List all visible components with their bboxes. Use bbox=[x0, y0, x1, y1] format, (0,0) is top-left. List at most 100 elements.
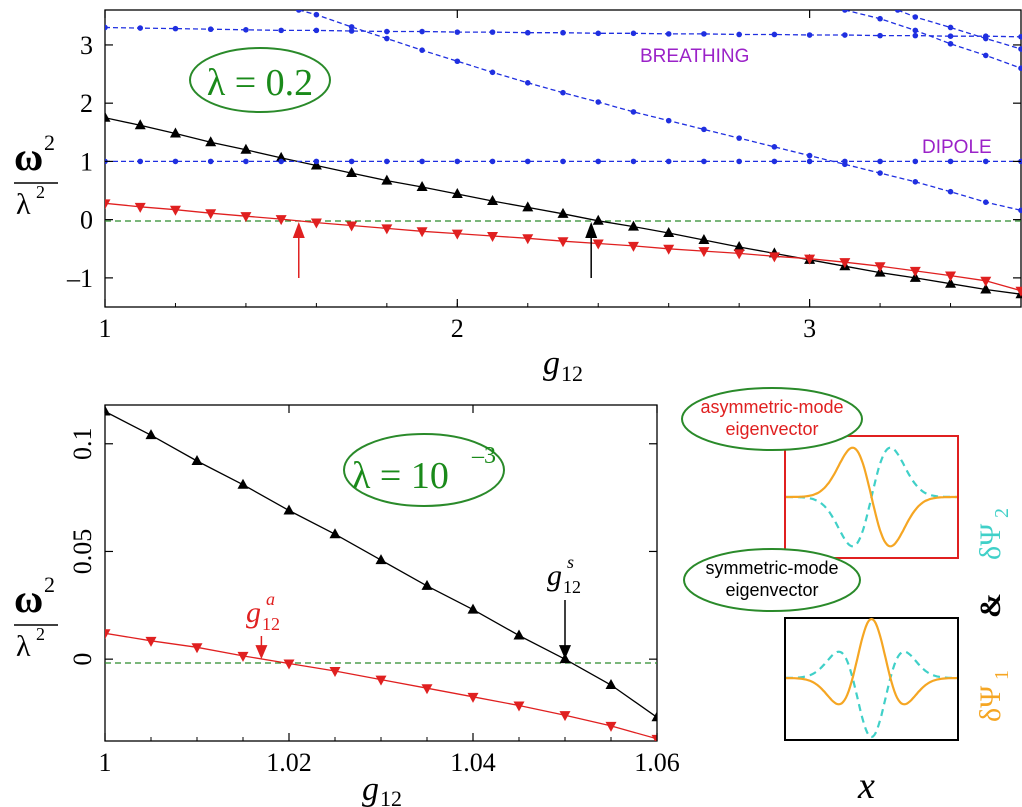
p0-series-3-point bbox=[313, 158, 320, 165]
svg-text:g: g bbox=[547, 559, 562, 592]
p0-series-1-point bbox=[381, 224, 393, 235]
p0-series-2-point bbox=[912, 32, 919, 39]
p1-series-1-point bbox=[375, 675, 387, 686]
p0-series-2-point bbox=[137, 25, 144, 31]
g12a-arrow-head bbox=[255, 645, 268, 660]
side-legend: δΨ 2 & δΨ 1 bbox=[974, 508, 1013, 722]
p0-series-2-point bbox=[630, 30, 637, 37]
p0-series-4-point bbox=[384, 35, 390, 42]
p0-series-0-point bbox=[169, 127, 181, 138]
p1-series-1-point bbox=[421, 684, 433, 695]
svg-text:&: & bbox=[974, 593, 1007, 618]
top-ticks: 1 2 3 –1 0 1 2 3 bbox=[66, 10, 1022, 343]
p0-series-2-point bbox=[489, 29, 496, 35]
p0-series-4-point bbox=[842, 161, 848, 168]
p0-series-6-point bbox=[982, 35, 989, 42]
p0-series-4-point bbox=[348, 24, 355, 30]
p0-series-0-point bbox=[346, 167, 358, 178]
p0-series-6-point bbox=[1018, 46, 1022, 52]
p0-series-4-point bbox=[560, 89, 566, 96]
p1-series-1-point bbox=[145, 636, 157, 647]
svg-text:g: g bbox=[543, 345, 560, 382]
svg-text:asymmetric-mode: asymmetric-mode bbox=[700, 397, 843, 417]
p0-series-3-point bbox=[947, 158, 954, 165]
inset-x-label: x bbox=[857, 765, 875, 807]
svg-text:2: 2 bbox=[44, 572, 55, 597]
p0-ytick-label: 3 bbox=[80, 31, 93, 60]
p0-series-5-point bbox=[982, 52, 989, 59]
p1-series-1-point bbox=[467, 692, 479, 703]
p0-series-2-point bbox=[384, 28, 390, 35]
p0-series-1-point bbox=[839, 258, 851, 269]
p0-series-1-point bbox=[627, 241, 639, 252]
svg-text:12: 12 bbox=[561, 361, 583, 386]
p0-series-4-point bbox=[489, 69, 496, 76]
p0-series-1-point bbox=[169, 205, 181, 216]
p0-series-2-point bbox=[877, 32, 883, 39]
p0-series-3-point bbox=[560, 158, 566, 165]
p0-series-2-point bbox=[947, 33, 954, 40]
p0-series-1-point bbox=[346, 221, 358, 232]
svg-text:–3: –3 bbox=[471, 443, 496, 469]
p0-series-1-point bbox=[134, 202, 146, 213]
p0-series-3-point bbox=[912, 158, 919, 165]
p0-series-1-point bbox=[205, 209, 217, 220]
svg-text:s: s bbox=[567, 552, 574, 572]
asym-label-bubble: asymmetric-mode eigenvector bbox=[681, 387, 863, 451]
svg-text:2: 2 bbox=[36, 182, 45, 202]
p0-series-0-point bbox=[663, 227, 675, 238]
p0-series-3-point bbox=[137, 158, 144, 165]
top-y-label: ω 2 λ 2 bbox=[14, 130, 58, 221]
g12s-label: g 12 s bbox=[547, 552, 581, 597]
p0-series-0-point bbox=[275, 151, 287, 162]
asym-psi1-curve bbox=[786, 446, 957, 548]
p0-series-3-point bbox=[806, 158, 813, 165]
p1-series-1-point bbox=[283, 659, 295, 670]
p1-series-0-point bbox=[145, 429, 157, 440]
p0-series-0-point bbox=[310, 159, 322, 170]
p0-series-2-point bbox=[313, 27, 320, 34]
lambda-annotation-bottom: λ = 10 –3 bbox=[343, 433, 505, 507]
top-series-group bbox=[105, 10, 1022, 299]
p0-series-2-point bbox=[771, 31, 778, 38]
p0-series-3-point bbox=[419, 158, 425, 165]
p0-series-2-point bbox=[524, 29, 531, 36]
p0-series-1-point bbox=[945, 271, 957, 282]
p0-series-4-point bbox=[524, 79, 531, 86]
bottom-y-label: ω 2 λ 2 bbox=[14, 572, 58, 663]
p0-series-1-point bbox=[874, 262, 886, 273]
svg-text:a: a bbox=[266, 589, 275, 609]
p1-series-0-point bbox=[237, 478, 249, 489]
p0-series-0-point bbox=[240, 143, 252, 154]
p1-ytick-label: 0.1 bbox=[68, 428, 97, 461]
p0-series-1-point bbox=[980, 276, 992, 287]
top-plot-frame bbox=[104, 9, 1022, 308]
svg-text:eigenvector: eigenvector bbox=[725, 580, 818, 600]
p0-series-4-point bbox=[982, 199, 989, 205]
p0-series-5-point bbox=[947, 40, 954, 47]
p1-series-0-point bbox=[329, 528, 341, 539]
svg-text:λ = 0.2: λ = 0.2 bbox=[207, 62, 313, 104]
p1-series-1-point bbox=[191, 643, 203, 654]
g12s-arrow-head bbox=[559, 645, 571, 660]
p0-series-0-point bbox=[627, 220, 639, 231]
p0-series-2-point bbox=[243, 27, 249, 33]
svg-text:symmetric-mode: symmetric-mode bbox=[705, 558, 838, 578]
p0-series-1-point bbox=[698, 247, 710, 258]
insets: asymmetric-mode eigenvector symmetric-mo… bbox=[681, 387, 1013, 807]
p1-series-0-point bbox=[513, 629, 525, 640]
p0-series-4-point bbox=[771, 144, 778, 150]
p0-xtick-label: 1 bbox=[99, 314, 112, 343]
p0-series-3-point bbox=[243, 158, 249, 165]
p0-series-1-point bbox=[557, 237, 569, 248]
svg-text:g: g bbox=[246, 596, 261, 629]
top-red-arrow-head bbox=[292, 222, 305, 238]
p1-series-1-point bbox=[105, 629, 111, 640]
p1-xtick-label: 1.06 bbox=[634, 748, 680, 777]
p0-series-3-point bbox=[630, 158, 637, 165]
p0-series-0-point bbox=[416, 181, 428, 192]
p0-series-3-point bbox=[736, 158, 742, 165]
p1-xtick-label: 1.02 bbox=[266, 748, 312, 777]
p0-series-1-point bbox=[522, 234, 534, 245]
